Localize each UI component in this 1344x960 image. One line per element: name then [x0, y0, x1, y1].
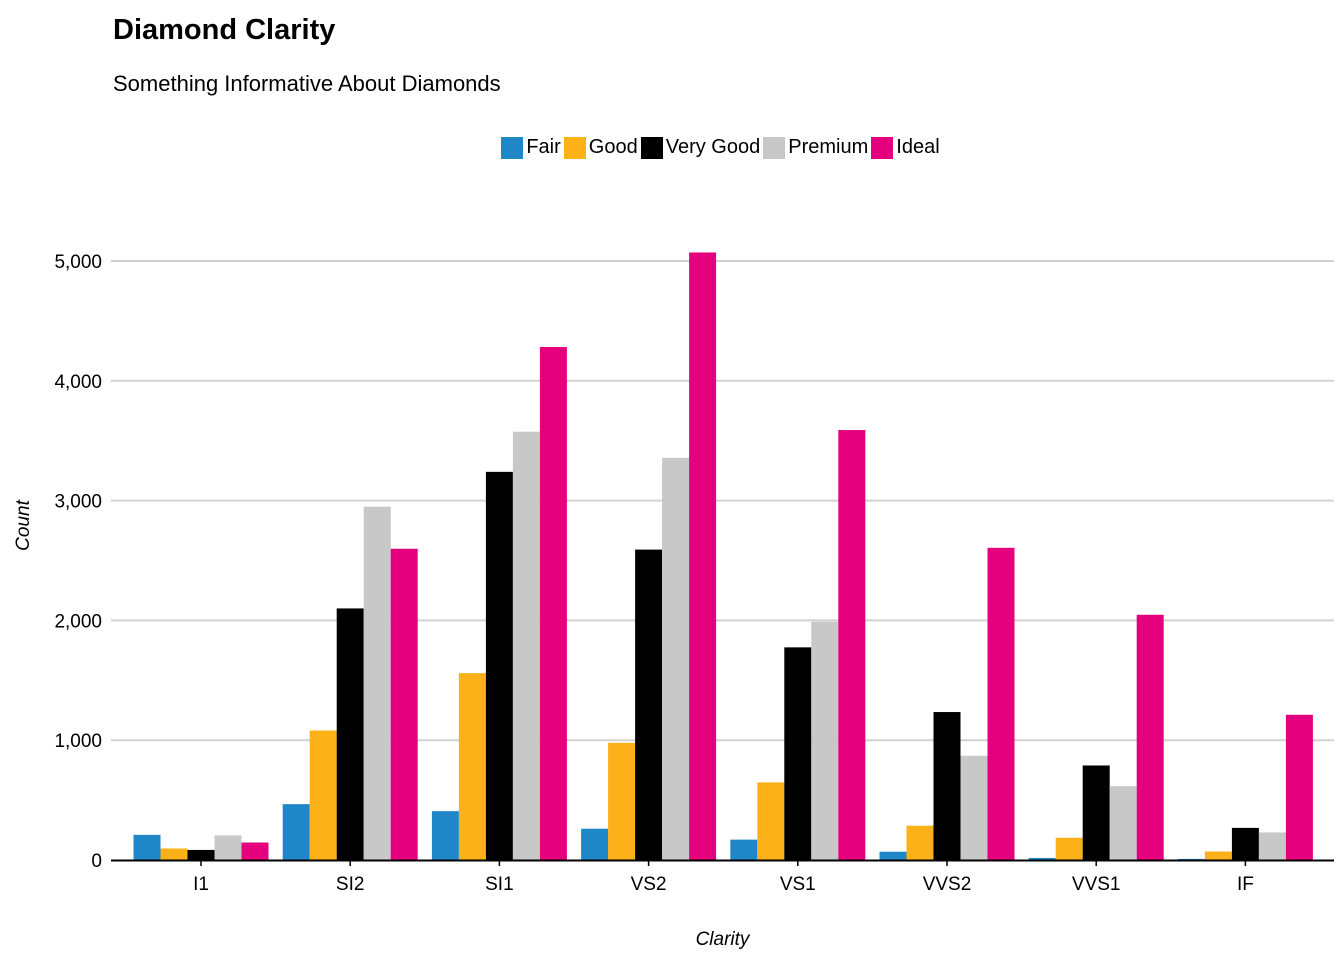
chart-title: Diamond Clarity	[113, 14, 336, 46]
bar-vs2-premium	[662, 457, 690, 860]
y-tick-labels: 0 1,000 2,000 3,000 4,000 5,000	[54, 252, 102, 872]
legend-label: Very Good	[665, 136, 761, 158]
y-tick-label: 5,000	[54, 252, 102, 273]
bar-i1-fair	[133, 834, 161, 860]
legend-item-premium: Premium	[763, 136, 868, 159]
bar-si1-good	[458, 673, 486, 860]
legend-swatch	[563, 136, 586, 159]
legend-swatch	[763, 136, 786, 159]
y-tick-label: 3,000	[54, 492, 102, 513]
bar-vvs1-premium	[1109, 786, 1137, 860]
bar-if-very-good	[1231, 827, 1259, 860]
bar-si2-fair	[282, 804, 310, 860]
bar-if-ideal	[1285, 714, 1313, 860]
bar-i1-good	[160, 848, 188, 860]
bar-vvs1-fair	[1028, 857, 1056, 860]
bar-si2-good	[309, 730, 337, 860]
bar-vs2-good	[608, 742, 636, 860]
bar-vvs1-ideal	[1136, 614, 1164, 860]
bar-i1-ideal	[241, 842, 269, 860]
legend-item-good: Good	[563, 136, 638, 159]
legend-label: Ideal	[896, 136, 940, 158]
bar-if-good	[1204, 851, 1232, 860]
bar-si2-very-good	[336, 608, 364, 860]
bar-i1-very-good	[187, 849, 215, 860]
bar-vvs2-good	[906, 825, 934, 860]
bar-vvs2-fair	[879, 851, 907, 860]
bar-si1-very-good	[485, 471, 513, 860]
bar-vs2-fair	[581, 828, 609, 860]
bar-if-fair	[1177, 858, 1205, 860]
bar-if-premium	[1258, 832, 1286, 860]
legend-swatch	[640, 136, 663, 159]
y-tick-label: 1,000	[54, 731, 102, 752]
x-tick-label: IF	[1237, 874, 1254, 895]
bar-vs2-ideal	[689, 252, 717, 860]
bar-vs1-fair	[730, 839, 758, 860]
x-tick-label: VS1	[780, 874, 816, 895]
y-tick-label: 2,000	[54, 611, 102, 632]
bar-vvs1-very-good	[1082, 765, 1110, 860]
y-tick-label: 4,000	[54, 372, 102, 393]
legend-label: Premium	[788, 136, 869, 158]
y-tick-label: 0	[91, 851, 102, 872]
bar-vvs2-ideal	[987, 547, 1015, 860]
bar-vs1-ideal	[838, 430, 866, 860]
bar-i1-premium	[214, 835, 242, 860]
bar-si1-fair	[431, 811, 459, 860]
legend-label: Fair	[526, 136, 561, 158]
bar-si1-premium	[512, 431, 540, 860]
bar-vvs2-very-good	[933, 712, 961, 860]
x-axis-title: Clarity	[696, 929, 751, 950]
bar-si1-ideal	[539, 347, 567, 861]
x-tick-labels: I1 SI2 SI1 VS2 VS1 VVS2 VVS1 IF	[193, 860, 1254, 895]
legend-item-fair: Fair	[501, 136, 561, 159]
legend-item-ideal: Ideal	[871, 136, 940, 159]
legend-item-very-good: Very Good	[640, 136, 761, 159]
x-tick-label: I1	[193, 874, 209, 895]
bar-vs1-premium	[811, 621, 839, 860]
x-tick-label: VVS1	[1072, 874, 1121, 895]
y-axis-title: Count	[13, 499, 34, 550]
chart-subtitle: Something Informative About Diamonds	[113, 71, 501, 96]
x-tick-label: SI2	[336, 874, 365, 895]
bar-si2-premium	[363, 506, 391, 860]
bar-si2-ideal	[390, 548, 418, 860]
legend-swatch	[871, 136, 894, 159]
legend: Fair Good Very Good Premium Ideal	[0, 136, 1344, 159]
bar-vvs1-good	[1055, 837, 1083, 860]
bar-vs1-good	[757, 782, 785, 860]
bars	[133, 252, 1313, 861]
x-tick-label: VS2	[631, 874, 667, 895]
x-tick-label: VVS2	[923, 874, 972, 895]
x-tick-label: SI1	[485, 874, 514, 895]
bar-vvs2-premium	[960, 755, 988, 860]
bar-vs1-very-good	[784, 647, 812, 860]
bar-vs2-very-good	[635, 549, 663, 860]
legend-swatch	[501, 136, 524, 159]
legend-label: Good	[588, 136, 638, 158]
